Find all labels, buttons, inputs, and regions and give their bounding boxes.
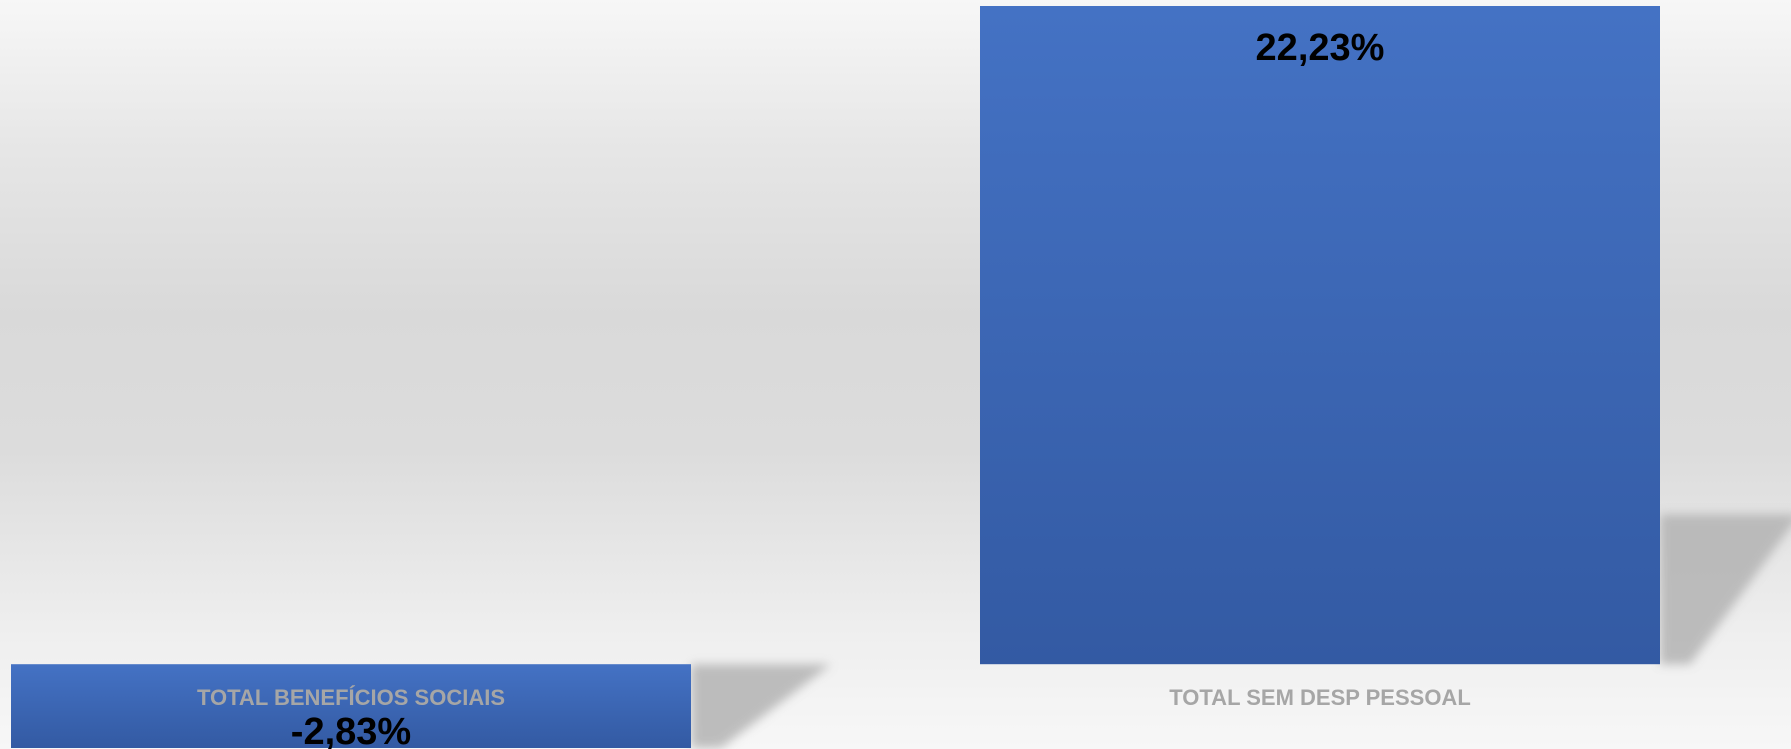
data-label: -2,83% [291,711,411,749]
category-label: TOTAL SEM DESP PESSOAL [1169,685,1471,710]
bar [980,6,1660,665]
bar [11,664,691,748]
bars [11,6,1660,748]
category-labels: TOTAL BENEFÍCIOS SOCIAIS TOTAL SEM DESP P… [197,685,1471,710]
bar-shadow [691,664,831,748]
data-label: 22,23% [1256,27,1385,69]
bar-shadow [1660,514,1791,665]
value-labels: -2,83% 22,23% [291,27,1385,749]
category-label: TOTAL BENEFÍCIOS SOCIAIS [197,685,505,710]
bar-shadows [691,514,1791,748]
